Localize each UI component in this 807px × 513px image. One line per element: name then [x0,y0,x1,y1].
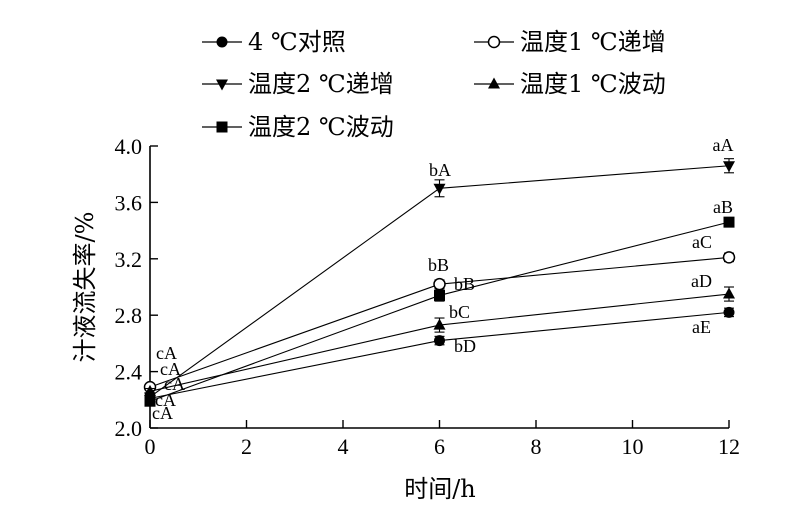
legend-label: 温度1 ℃递增 [520,28,666,56]
significance-label: bA [429,160,451,180]
data-point [144,395,156,407]
data-point [433,318,446,330]
significance-label: bB [428,255,449,275]
data-point [723,161,735,173]
data-point [723,216,735,228]
data-point [722,251,736,264]
data-point [434,335,445,347]
legend-marker [488,77,500,89]
significance-label: cA [152,403,173,423]
legend-marker [487,35,501,49]
y-tick-label: 3.2 [115,247,143,272]
data-point [433,183,446,195]
significance-label: cA [164,374,185,394]
x-tick-label: 8 [531,434,542,459]
significance-label: aA [713,135,734,155]
significance-label: bD [454,336,476,356]
legend-label: 温度2 ℃波动 [248,113,394,141]
y-tick-label: 3.6 [115,190,143,215]
significance-label: cA [155,390,176,410]
y-tick-label: 4.0 [115,134,143,159]
y-tick-label: 2.4 [115,360,143,385]
legend-label: 温度1 ℃波动 [520,70,666,98]
significance-label: aB [713,197,733,217]
series-line [149,221,730,402]
data-point [433,277,446,291]
y-ticks: 2.0 2.4 2.8 3.2 3.6 4.0 [115,134,158,441]
data-point [723,287,735,299]
x-ticks: 0 2 4 6 8 10 12 [145,420,740,459]
data-point [434,289,445,301]
y-axis-title: 汁液流失率/% [71,212,99,363]
significance-label: aD [691,271,712,291]
x-tick-label: 10 [622,434,644,459]
plot-area: cA bD aE cA bB aC cA bA aA cA bC aD cA bB aB [143,135,736,423]
significance-label: cA [156,343,177,363]
significance-label: bB [454,274,475,294]
x-axis-title: 时间/h [404,475,476,503]
significance-label: aC [692,232,712,252]
y-tick-label: 2.8 [115,303,143,328]
x-tick-label: 0 [145,434,156,459]
x-tick-label: 4 [338,434,349,459]
legend-marker [216,36,228,48]
significance-label: bC [449,302,470,322]
data-point [144,384,156,396]
legend-label: 温度2 ℃递增 [248,70,394,98]
y-tick-label: 2.0 [115,416,143,441]
legend-marker [216,79,228,91]
x-tick-label: 6 [434,434,445,459]
data-point [723,306,735,318]
legend-marker [216,121,228,133]
significance-label: cA [160,359,181,379]
x-tick-label: 12 [718,434,740,459]
significance-label: aE [692,317,711,337]
legend-label: 4 ℃对照 [248,28,346,56]
x-tick-label: 2 [241,434,252,459]
